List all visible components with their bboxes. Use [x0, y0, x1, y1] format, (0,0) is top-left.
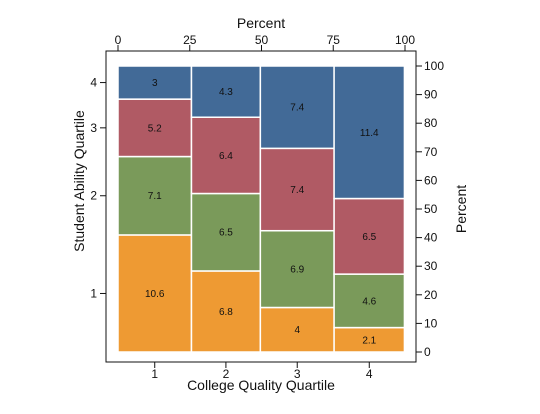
- x-axis-title: College Quality Quartile: [187, 377, 335, 393]
- cell-value-label: 2.1: [362, 335, 376, 346]
- right-axis-tick-label: 60: [424, 173, 438, 187]
- y-axis-title: Student Ability Quartile: [71, 110, 87, 252]
- right-axis-title: Percent: [453, 185, 469, 233]
- mosaic-cell-col3-row4: [259, 65, 335, 150]
- cell-value-label: 11.4: [360, 128, 379, 139]
- cell-value-label: 5.2: [148, 123, 162, 134]
- top-axis-tick-label: 100: [395, 33, 415, 47]
- mosaic-cell-col2-row1: [190, 270, 262, 353]
- cell-value-label: 10.6: [145, 289, 165, 300]
- right-axis-tick-label: 20: [424, 288, 438, 302]
- right-axis-tick-label: 40: [424, 231, 438, 245]
- cell-value-label: 4.3: [219, 87, 233, 98]
- mosaic-cell-col4-row3: [333, 197, 406, 275]
- right-axis-tick-label: 100: [424, 59, 444, 73]
- y-axis-tick-label: 1: [90, 286, 97, 300]
- right-axis-tick-label: 50: [424, 202, 438, 216]
- cell-value-label: 7.1: [148, 191, 162, 202]
- mosaic-cell-col3-row2: [259, 229, 335, 309]
- right-axis-tick-label: 10: [424, 316, 438, 330]
- y-axis-tick-label: 2: [90, 189, 97, 203]
- mosaic-cell-col2-row4: [190, 65, 262, 118]
- cell-value-label: 4.6: [362, 296, 376, 307]
- y-axis-tick-label: 3: [90, 121, 97, 135]
- right-axis-tick-label: 90: [424, 88, 438, 102]
- right-axis-tick-label: 80: [424, 116, 438, 130]
- top-axis-tick-label: 50: [255, 33, 269, 47]
- mosaic-cell-col1-row4: [117, 65, 193, 100]
- cell-value-label: 3: [152, 78, 158, 89]
- cell-value-label: 6.5: [362, 232, 376, 243]
- cell-value-label: 6.8: [219, 307, 233, 318]
- top-axis-tick-label: 0: [115, 33, 122, 47]
- cell-value-label: 6.9: [290, 265, 304, 276]
- mosaic-cell-col4-row1: [333, 326, 406, 353]
- x-axis-tick-label: 4: [366, 367, 373, 381]
- mosaic-cell-col3-row1: [259, 306, 335, 353]
- x-axis-tick-label: 1: [151, 367, 158, 381]
- mosaic-cells: 10.6 7.1 5.2 3 6.8 6.5 6.4 4.3 4 6.9 7.4 7.4 2.1 4.6 6…: [117, 65, 406, 353]
- x-axis-tick-label: 3: [294, 367, 301, 381]
- cell-value-label: 7.4: [290, 103, 304, 114]
- mosaic-cell-col4-row4: [333, 65, 406, 200]
- right-axis-tick-label: 30: [424, 259, 438, 273]
- cell-value-label: 4: [294, 325, 300, 336]
- y-axis-tick-label: 4: [90, 76, 97, 90]
- cell-value-label: 7.4: [290, 185, 304, 196]
- mosaic-cell-col1-row2: [117, 155, 193, 236]
- axes: 0 25 50 75 100 0 10 20 30 40 50 60 70 80 90 100 1 2 3 4 1 2 3 4: [90, 33, 444, 381]
- top-axis-tick-label: 25: [183, 33, 197, 47]
- top-axis-tick-label: 75: [327, 33, 341, 47]
- cell-value-label: 6.4: [219, 151, 233, 162]
- mosaic-cell-col3-row3: [259, 147, 335, 232]
- cell-value-label: 6.5: [219, 228, 233, 239]
- right-axis-tick-label: 0: [424, 345, 431, 359]
- mosaic-cell-col2-row3: [190, 116, 262, 195]
- mosaic-cell-col4-row2: [333, 273, 406, 329]
- right-axis-tick-label: 70: [424, 145, 438, 159]
- x-axis-tick-label: 2: [223, 367, 230, 381]
- top-axis-title: Percent: [237, 15, 285, 31]
- mosaic-cell-col2-row2: [190, 192, 262, 272]
